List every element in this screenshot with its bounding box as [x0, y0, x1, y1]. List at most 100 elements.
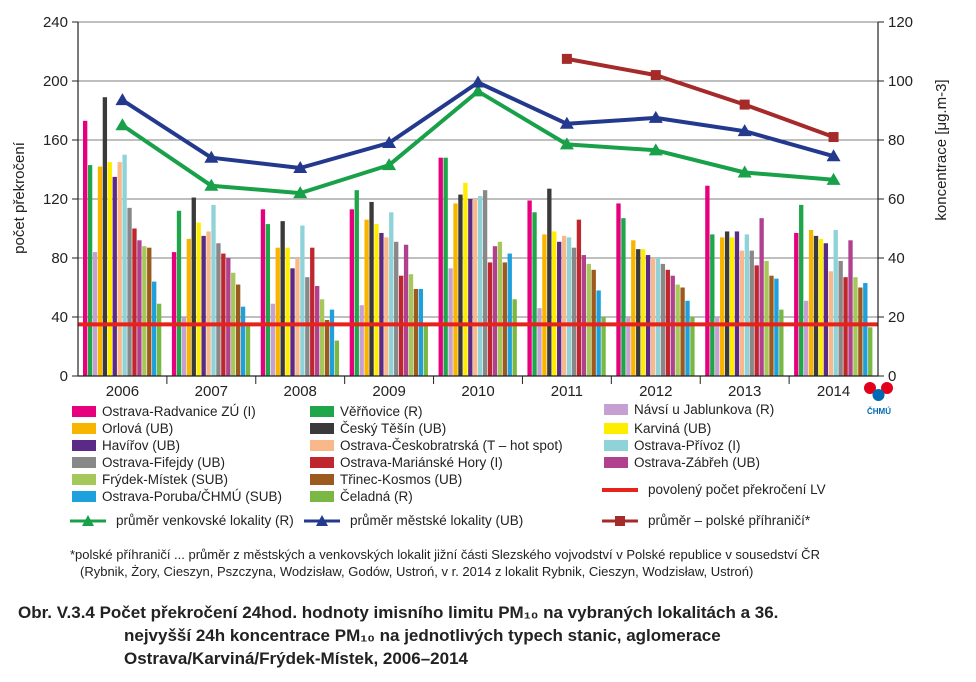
legend-item: Ostrava-Mariánské Hory (I): [310, 455, 503, 470]
bar: [576, 219, 582, 376]
legend-label: průměr městské lokality (UB): [350, 513, 524, 528]
bar: [127, 207, 132, 376]
bar: [799, 204, 804, 376]
chart-svg: 0 40 80 120 160 200 240 0 20 40 60 80 100 120 2006 2007…: [11, 14, 950, 400]
y-tick-label-right: 60: [888, 191, 905, 208]
series-marker: [293, 186, 308, 199]
bar: [310, 247, 315, 376]
chmu-logo-icon: [864, 382, 893, 401]
y-axis-label-left: počet překročení: [11, 141, 28, 254]
bar: [596, 290, 601, 376]
x-tick-label: 2014: [817, 383, 850, 400]
legend-swatch: [72, 406, 96, 417]
legend-label: Ostrava-Poruba/ČHMÚ (SUB): [102, 489, 283, 504]
legend-label: Ostrava-Fifejdy (UB): [102, 455, 226, 470]
bar: [280, 221, 285, 377]
legend-line-swatch: [304, 514, 340, 526]
series-marker: [382, 158, 397, 171]
bar: [537, 308, 542, 376]
caption-text-1: Obr. V.3.4 Počet překročení 24hod. hodno…: [18, 603, 779, 622]
bar: [655, 258, 661, 376]
caption-text-3: Ostrava/Karviná/Frýdek-Místek, 2006–2014: [124, 649, 468, 668]
legend-swatch: [310, 457, 334, 468]
bar: [240, 306, 246, 376]
legend-item: Český Těšín (UB): [310, 421, 446, 436]
bar: [176, 210, 182, 376]
series-line: [121, 89, 834, 196]
bar: [384, 237, 389, 376]
legend-label: povolený počet překročení LV: [648, 482, 826, 497]
bar: [226, 258, 231, 376]
bar: [833, 229, 838, 376]
bar: [660, 263, 666, 376]
bar: [863, 283, 868, 376]
bar: [394, 241, 399, 376]
series-marker: [648, 143, 663, 156]
legend-item: Ostrava-Radvanice ZÚ (I): [72, 404, 256, 419]
legend-item: Havířov (UB): [72, 438, 180, 453]
bar: [295, 258, 300, 376]
bar: [413, 288, 419, 376]
caption-line-3: Ostrava/Karviná/Frýdek-Místek, 2006–2014: [124, 649, 468, 669]
bar: [112, 176, 117, 377]
bar: [142, 246, 147, 376]
legend-swatch: [604, 440, 628, 451]
series-marker: [115, 93, 130, 106]
series-marker: [737, 124, 752, 137]
legend-label: Návsí u Jablunkova (R): [634, 402, 775, 417]
bar: [631, 240, 636, 376]
series-marker: [828, 132, 839, 143]
footnote-line-2: (Rybnik, Żory, Cieszyn, Pszczyna, Wodzis…: [80, 564, 754, 579]
bar: [507, 253, 512, 376]
series-marker: [826, 172, 841, 185]
bar: [586, 263, 591, 376]
bar: [334, 340, 340, 376]
bar: [502, 262, 507, 376]
bar: [675, 284, 680, 376]
legend-swatch: [72, 423, 96, 434]
axes: 0 40 80 120 160 200 240 0 20 40 60 80 100 120 2006 2007…: [43, 14, 913, 400]
bar: [512, 299, 517, 376]
x-tick-label: 2009: [372, 383, 405, 400]
legend-swatch: [310, 406, 334, 417]
bar: [186, 238, 192, 376]
legend-item-limit: povolený počet překročení LV: [600, 482, 826, 497]
bar: [759, 218, 764, 376]
bar: [221, 253, 226, 376]
bar: [803, 300, 809, 376]
bar: [285, 247, 290, 376]
bar: [720, 237, 725, 376]
legend-item: Návsí u Jablunkova (R): [604, 402, 774, 417]
bar: [482, 190, 488, 376]
bar: [552, 231, 557, 376]
bar: [640, 249, 646, 376]
bar: [532, 212, 537, 376]
legend-item: Věřňovice (R): [310, 404, 423, 419]
bar: [794, 232, 799, 376]
legend-label: Ostrava-Zábřeh (UB): [634, 455, 761, 470]
legend-item: Ostrava-Přívoz (I): [604, 438, 741, 453]
legend-item: Třinec-Kosmos (UB): [310, 472, 462, 487]
y-tick-label-right: 100: [888, 73, 913, 90]
y-axis-label-right: koncentrace [μg.m-3]: [933, 79, 950, 220]
bar: [364, 219, 369, 376]
bar: [868, 327, 873, 376]
bar: [838, 260, 843, 376]
bar: [566, 237, 572, 376]
y-tick-label-left: 160: [43, 132, 68, 149]
series-marker: [650, 70, 661, 81]
bar: [235, 284, 241, 376]
legend-item-avg-urban: průměr městské lokality (UB): [302, 513, 523, 528]
legend-label: Karviná (UB): [634, 421, 712, 436]
y-tick-label-left: 0: [60, 368, 68, 385]
bar: [621, 218, 626, 376]
legend-item: Ostrava-Fifejdy (UB): [72, 455, 225, 470]
bar: [744, 234, 749, 376]
bar: [754, 265, 759, 377]
legend-item: Ostrava-Poruba/ČHMÚ (SUB): [72, 489, 282, 504]
bar: [690, 317, 695, 376]
bar: [734, 231, 740, 376]
bar: [359, 305, 364, 376]
legend-item: Frýdek-Místek (SUB): [72, 472, 228, 487]
bar: [468, 199, 473, 376]
